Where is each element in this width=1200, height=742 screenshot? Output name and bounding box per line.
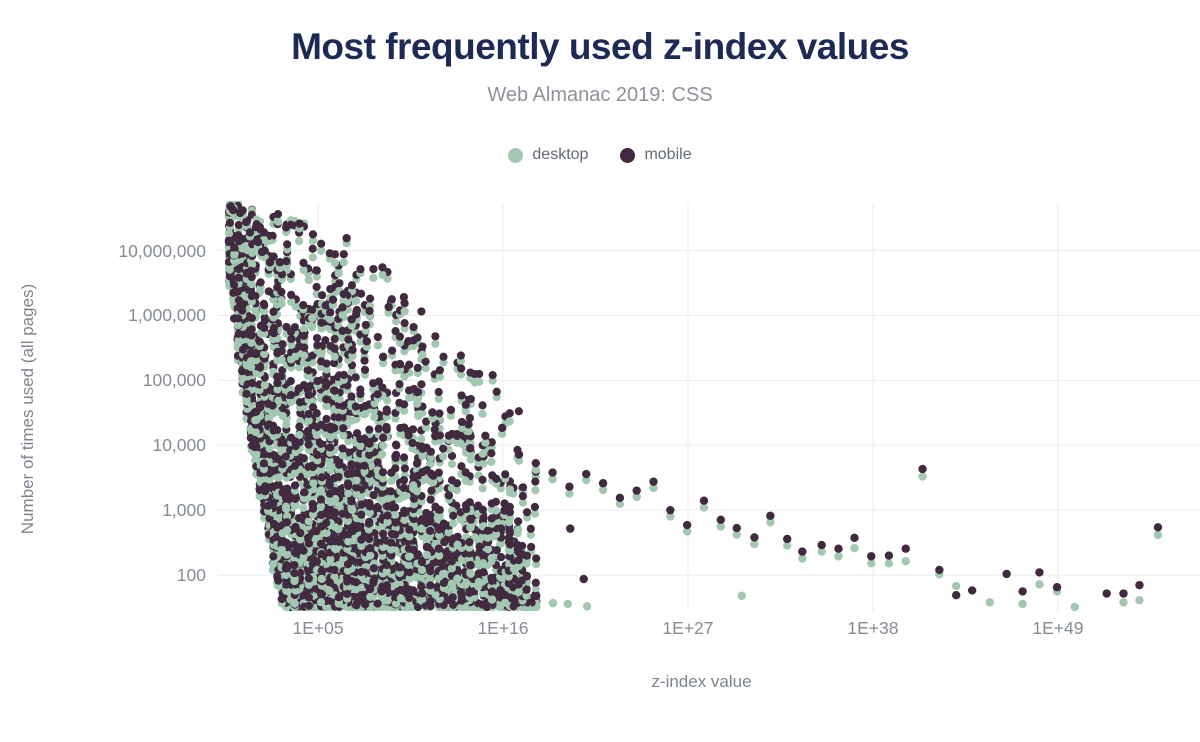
x-tick-label: 1E+49 [1032,618,1084,638]
legend-label-mobile: mobile [644,146,692,163]
y-tick-label: 1,000,000 [128,305,206,326]
y-tick-label: 100 [176,565,206,586]
chart-subtitle: Web Almanac 2019: CSS [487,84,713,106]
y-tick-label: 100,000 [142,370,206,391]
x-tick-label: 1E+16 [477,618,529,638]
legend: desktop mobile [0,142,1200,168]
mobile-series-dot-icon [620,147,636,163]
y-tick-label: 1,000 [162,500,206,521]
y-tick-label: 10,000 [152,435,206,456]
desktop-series-dot-icon [508,147,524,163]
x-axis-title: z-index value [651,672,752,691]
y-tick-label: 10,000,000 [118,240,206,261]
x-tick-label: 1E+38 [847,618,899,638]
x-tick-label: 1E+05 [292,618,344,638]
data-points [224,201,1163,612]
legend-item-mobile[interactable]: mobile [620,146,692,164]
chart-title: Most frequently used z-index values [291,26,909,67]
legend-label-desktop: desktop [532,146,589,163]
x-tick-label: 1E+27 [662,618,714,638]
legend-item-desktop[interactable]: desktop [508,146,588,164]
